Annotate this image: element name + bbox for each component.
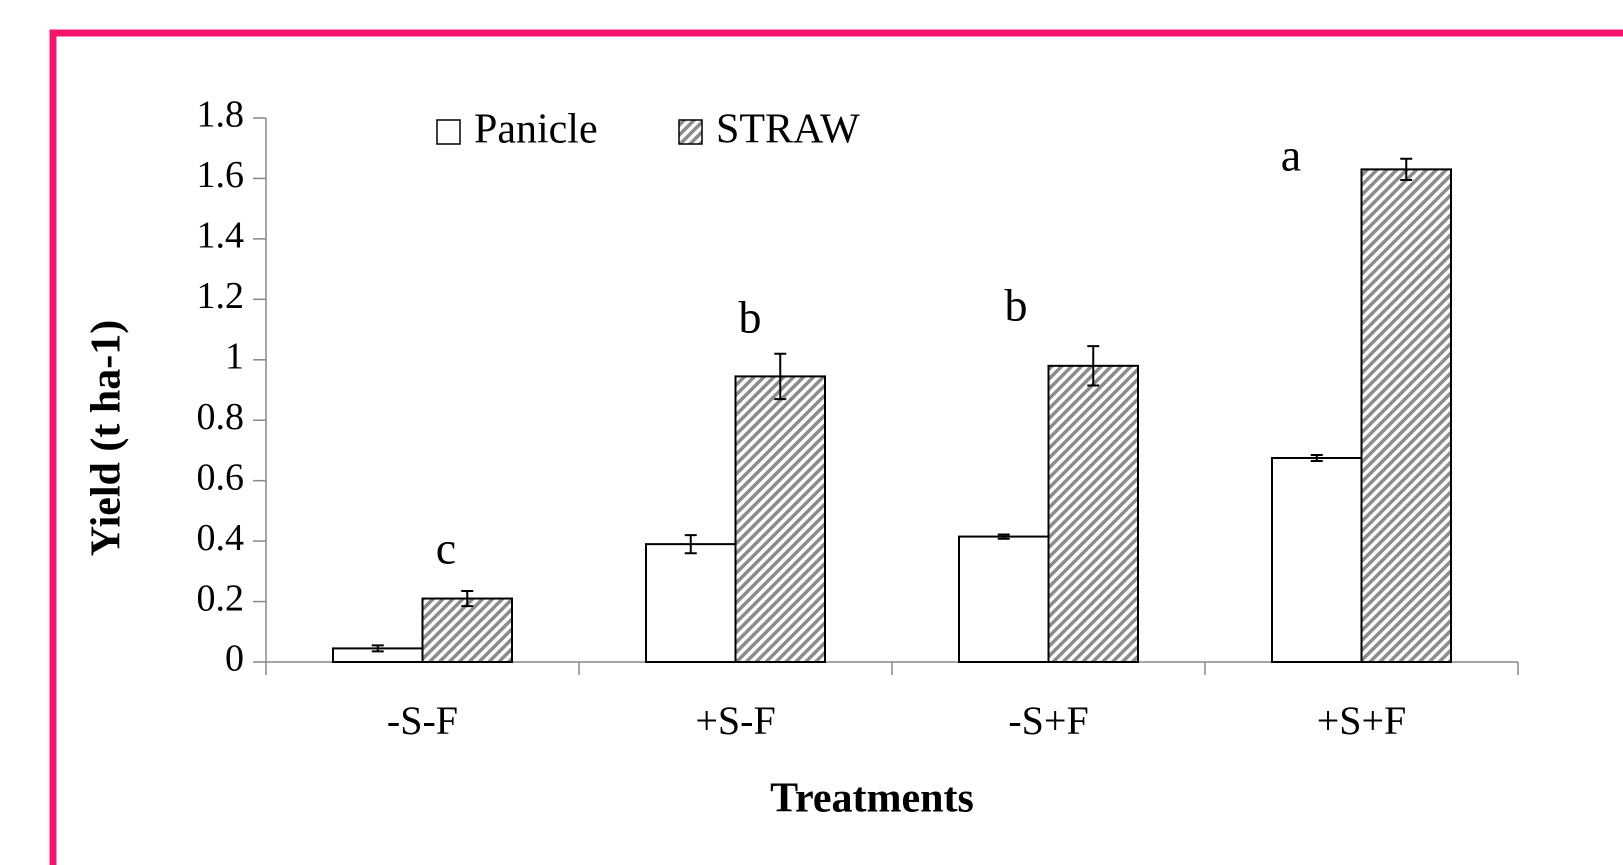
error-bar	[1087, 345, 1100, 387]
y-tick-label: 0.6	[197, 456, 245, 498]
y-tick-label: 0.2	[197, 577, 245, 619]
legend-label: STRAW	[716, 107, 860, 153]
significance-letter: b	[1005, 280, 1028, 331]
error-bar	[371, 644, 384, 653]
bar	[645, 543, 737, 664]
legend-label: Panicle	[474, 107, 598, 153]
x-axis-title: Treatments	[770, 776, 974, 822]
x-tick-label: +S+F	[1317, 698, 1407, 743]
bar	[1047, 364, 1139, 663]
frame	[49, 29, 1623, 865]
legend-swatch	[678, 119, 703, 145]
bar	[1360, 168, 1452, 663]
error-bar	[1400, 157, 1413, 181]
y-tick-label: 1.6	[197, 154, 245, 196]
error-bar	[774, 352, 787, 401]
bar	[421, 597, 513, 663]
x-tick-label: +S-F	[695, 698, 775, 743]
legend-swatch	[436, 119, 461, 145]
bar	[734, 375, 826, 663]
y-tick-label: 1	[225, 335, 244, 377]
error-bar	[997, 533, 1010, 540]
x-tick-label: -S+F	[1008, 698, 1088, 743]
error-bar	[1310, 453, 1323, 463]
y-tick-label: 1.2	[197, 275, 245, 317]
y-tick-label: 1.4	[197, 215, 245, 257]
y-tick-label: 1.8	[197, 94, 245, 136]
y-tick-label: 0.8	[197, 396, 245, 438]
y-tick-label: 0	[225, 638, 244, 680]
significance-letter: b	[739, 292, 762, 343]
y-tick-label: 0.4	[197, 517, 245, 559]
significance-letter: c	[436, 523, 456, 574]
error-bar	[684, 534, 697, 555]
x-tick-label: -S-F	[387, 698, 458, 743]
bar	[958, 535, 1050, 663]
error-bar	[461, 589, 474, 608]
significance-letter: a	[1281, 130, 1301, 181]
bar	[1271, 457, 1363, 663]
y-axis-title: Yield (t ha-1)	[84, 320, 130, 556]
